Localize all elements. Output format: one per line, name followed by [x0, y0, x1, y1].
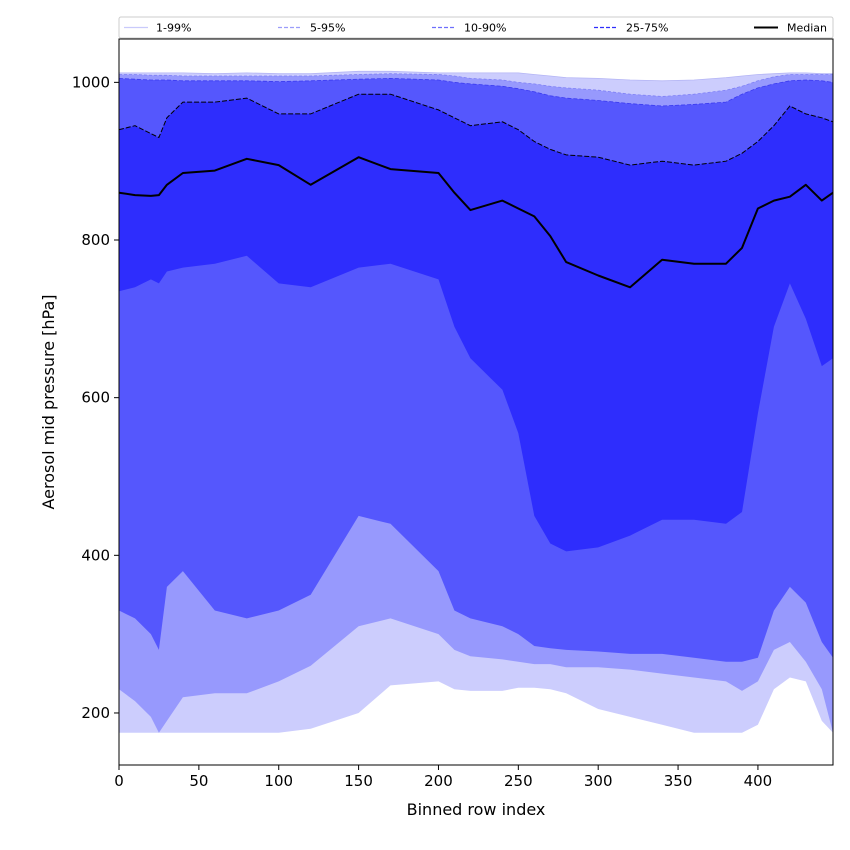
legend-label-5-95pct: 5-95%: [310, 22, 345, 35]
legend-box: [118, 16, 834, 39]
plot-frame: [118, 38, 834, 766]
band-25-75pct: [119, 94, 833, 552]
x-tick-label: 350: [664, 772, 693, 790]
x-tick-label: 150: [344, 772, 373, 790]
x-tick-label: 200: [424, 772, 453, 790]
y-axis: 200 400 600 800 1000: [72, 73, 119, 722]
y-axis-label: Aerosol mid pressure [hPa]: [39, 294, 58, 509]
x-axis: 0 50 100 150 200 250 300 350 400: [114, 765, 772, 790]
y-tick-label: 1000: [72, 73, 110, 91]
band-upper-line-1-99pct: [119, 70, 833, 82]
legend-label-10-90pct: 10-90%: [464, 22, 506, 35]
y-tick-label: 200: [81, 704, 110, 722]
median-line: [119, 156, 833, 289]
band-upper-line-5-95pct: [119, 73, 833, 97]
x-tick-label: 250: [504, 772, 533, 790]
legend-label-Median: Median: [787, 22, 827, 35]
legend-label-25-75pct: 25-75%: [626, 22, 668, 35]
x-tick-label: 50: [189, 772, 208, 790]
y-tick-label: 600: [81, 389, 110, 407]
median-layer: [119, 156, 833, 289]
bands-layer: [119, 71, 833, 733]
x-axis-label: Binned row index: [407, 800, 546, 819]
legend: 1-99% 5-95% 10-90% 25-75% Median: [118, 16, 834, 39]
band-upper-line-25-75pct: [119, 93, 833, 166]
legend-label-1-99pct: 1-99%: [156, 22, 191, 35]
x-tick-label: 0: [114, 772, 124, 790]
x-tick-label: 300: [584, 772, 613, 790]
x-tick-label: 100: [264, 772, 293, 790]
bound-lines-layer: [119, 70, 833, 166]
y-tick-label: 400: [81, 546, 110, 564]
x-tick-label: 400: [744, 772, 773, 790]
y-tick-label: 800: [81, 231, 110, 249]
band-upper-line-10-90pct: [119, 77, 833, 107]
